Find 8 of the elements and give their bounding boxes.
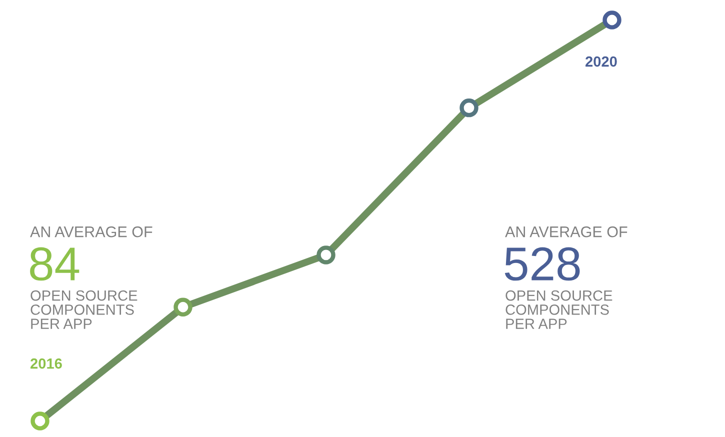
annotation: 528 (504, 247, 580, 281)
annotation: 84 (30, 247, 80, 281)
annotation: 2016 (30, 358, 62, 369)
annotation: AN AVERAGE OF (30, 226, 152, 238)
annotation: AN AVERAGE OF (505, 226, 628, 238)
annotation: OPEN SOURCE COMPONENTS PER APP (30, 290, 138, 329)
annotation: 2020 (586, 56, 617, 67)
annotation: OPEN SOURCE COMPONENTS PER APP (506, 290, 612, 329)
